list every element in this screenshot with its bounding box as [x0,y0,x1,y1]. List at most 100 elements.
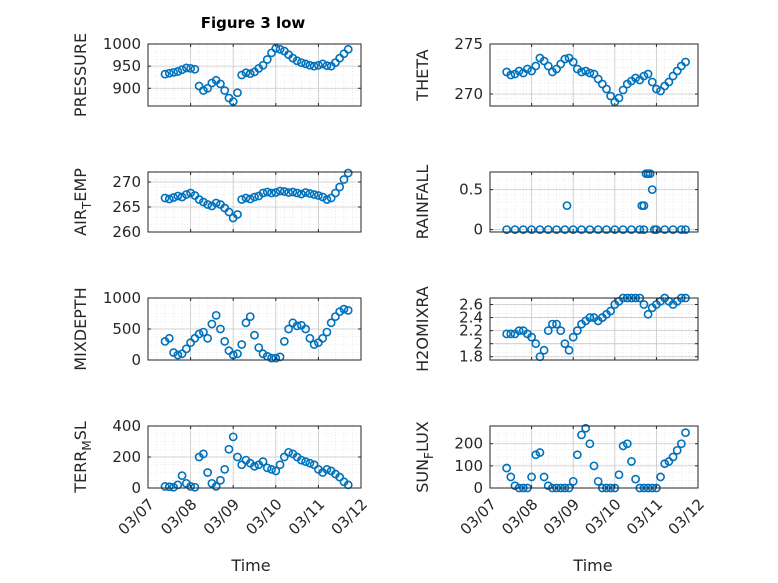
data-point [531,339,541,349]
data-point [258,457,268,467]
x-axis-label-right: Time [573,556,613,575]
data-point [502,463,512,473]
subplot-3: 260 265 270 AIRTEMP [71,168,362,241]
axes-box [489,43,699,107]
data-point [305,458,315,468]
y-tick-label: 270 [112,173,141,191]
data-point [198,86,208,95]
data-point [506,472,516,482]
data-point [335,182,345,192]
subplot-7: 0 200 400 TERRMSL 03/07 03/08 03/09 03/10 03/11 0… [71,417,371,538]
data-point [262,55,272,64]
data-point [267,464,276,474]
data-point [160,193,170,203]
data-point [292,321,302,331]
data-point [510,225,520,234]
data-point [301,457,311,467]
data-point [593,476,603,486]
y-tick-label: 275 [454,35,483,53]
data-point [535,448,545,457]
data-point [585,68,595,78]
x-tick-label: 03/09 [540,495,583,538]
data-point [506,70,516,80]
y-tick-label: 0 [473,221,483,239]
data-point [224,207,234,217]
data-point [305,189,315,198]
data-point [271,353,281,363]
data-point [224,444,234,454]
data-point [233,349,242,359]
data-point [198,449,208,459]
data-point [203,333,213,343]
data-point [610,225,620,234]
data-point [552,319,561,329]
data-point [233,88,242,98]
data-point [322,327,332,337]
data-point [216,475,225,485]
data-point [652,84,661,94]
y-tick-label: 0.5 [459,181,483,199]
data-point [169,482,178,492]
data-point [211,198,221,208]
x-tick-label: 03/12 [328,495,371,538]
axes-box [489,297,699,361]
data-point [169,348,178,357]
y-tick-label: 2.6 [459,296,483,314]
data-point [502,329,512,339]
data-point [322,61,332,71]
data-point [228,432,238,442]
data-point [647,185,657,194]
data-point [258,60,268,70]
subplot-8: 0 100 200 SUNFLUX 03/0703/0803/0903/1003/110… [413,421,708,538]
data-point [643,69,653,79]
y-tick-label: 400 [112,417,141,435]
data-point [169,193,178,202]
data-point [207,319,217,329]
data-point [318,59,328,69]
data-point [224,346,234,356]
data-point [518,225,528,234]
data-point [562,201,572,210]
x-tick-label: 03/09 [200,495,243,538]
data-point [313,60,323,70]
subplot-1: 900 950 1000 PRESSURE [71,33,362,117]
data-point [296,189,306,199]
data-point [271,466,281,476]
data-point [523,64,532,74]
data-point [258,349,268,359]
x-tick-label: 03/10 [581,495,624,538]
data-point [164,482,174,492]
y-axis-label: PRESSURE [71,33,90,117]
data-point [279,336,289,346]
data-point [568,476,578,486]
data-point [660,225,670,234]
data-point [245,69,255,79]
data-point [220,464,230,474]
data-point [343,305,353,315]
data-point [527,472,536,482]
data-point [514,326,524,336]
data-point [577,225,586,234]
x-tick-label: 03/08 [498,495,541,538]
data-point [241,68,251,78]
data-point [237,340,247,349]
data-point [305,60,315,70]
data-point [585,313,595,322]
data-point [643,309,653,319]
data-point [606,306,616,316]
y-tick-label: 2 [473,335,483,353]
data-point [292,188,302,198]
data-point [250,192,259,202]
data-point [506,329,516,339]
data-point [301,324,311,334]
data-point [614,93,624,103]
data-point [606,91,616,101]
data-point [527,225,536,234]
data-point [241,318,251,328]
data-point [309,61,319,71]
data-point [652,225,661,234]
data-point [160,482,170,491]
data-point [220,336,230,346]
data-point [203,83,213,93]
figure-title: Figure 3 low [200,14,306,32]
